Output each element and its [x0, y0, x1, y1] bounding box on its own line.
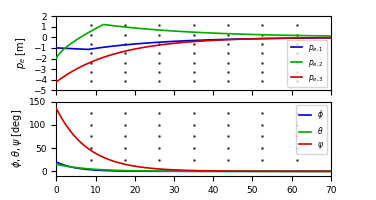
Y-axis label: $p_e$ [m]: $p_e$ [m]: [14, 37, 28, 69]
Legend: $\phi$, $\theta$, $\psi$: $\phi$, $\theta$, $\psi$: [296, 105, 327, 154]
Legend: $p_{e,1}$, $p_{e,2}$, $p_{e,3}$: $p_{e,1}$, $p_{e,2}$, $p_{e,3}$: [288, 40, 327, 87]
Y-axis label: $\phi,\theta,\psi$ [deg]: $\phi,\theta,\psi$ [deg]: [10, 109, 24, 168]
